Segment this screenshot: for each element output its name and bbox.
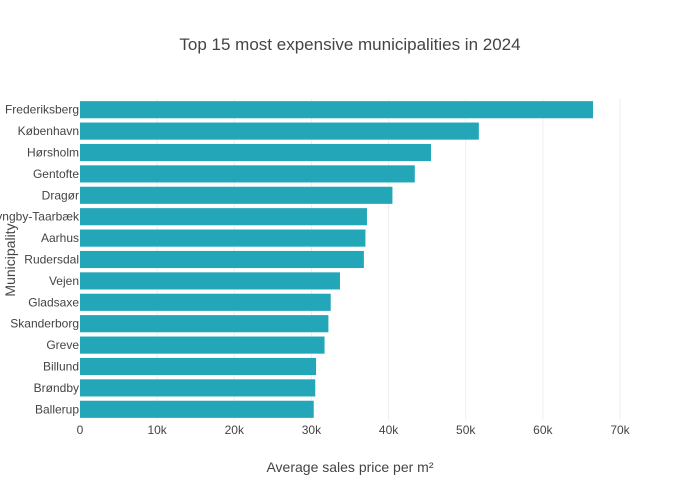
x-tick-label: 40k [379,423,399,437]
bar [80,101,593,119]
bar [80,186,393,204]
y-axis-title: Municipality [2,223,18,296]
x-tick-label: 30k [302,423,322,437]
y-tick-label: Ballerup [35,402,79,416]
bars [80,101,593,418]
y-tick-label: Gentofte [33,167,79,181]
bar [80,122,479,140]
y-tick-label: København [18,124,79,138]
bar [80,250,364,269]
y-tick-label: Greve [46,338,79,352]
x-tick-label: 60k [533,423,553,437]
y-tick-label: Vejen [49,274,79,288]
x-tick-label: 10k [147,423,167,437]
y-tick-label: Skanderborg [10,317,79,331]
y-tick-label: Brøndby [34,381,79,395]
bar [80,400,314,418]
bar [80,143,431,162]
bar [80,357,317,376]
bar [80,229,366,247]
bar [80,293,331,311]
bar [80,272,340,290]
y-tick-label: Dragør [42,188,79,202]
x-tick-label: 70k [610,423,630,437]
bar [80,165,415,183]
y-tick-label: Aarhus [41,231,79,245]
chart-title: Top 15 most expensive municipalities in … [179,35,520,54]
x-tick-label: 50k [456,423,476,437]
bar [80,379,316,397]
bar [80,315,329,333]
y-tick-label: Frederiksberg [5,103,79,117]
bar [80,208,367,226]
y-tick-label: Billund [43,360,79,374]
y-tick-labels: Frederiksberg København Hørsholm Gentofte Dr… [0,103,80,417]
x-tick-label: 20k [225,423,245,437]
y-tick-label: Rudersdal [24,253,79,267]
y-tick-label: Hørsholm [27,146,79,160]
x-tick-labels: 0 10k 20k 30k 40k 50k 60k 70k [77,423,631,437]
y-tick-label: Lyngby-Taarbæk [0,210,80,224]
x-axis-title: Average sales price per m² [266,459,433,475]
bar [80,336,325,354]
y-tick-label: Gladsaxe [28,295,79,309]
x-tick-label: 0 [77,423,84,437]
